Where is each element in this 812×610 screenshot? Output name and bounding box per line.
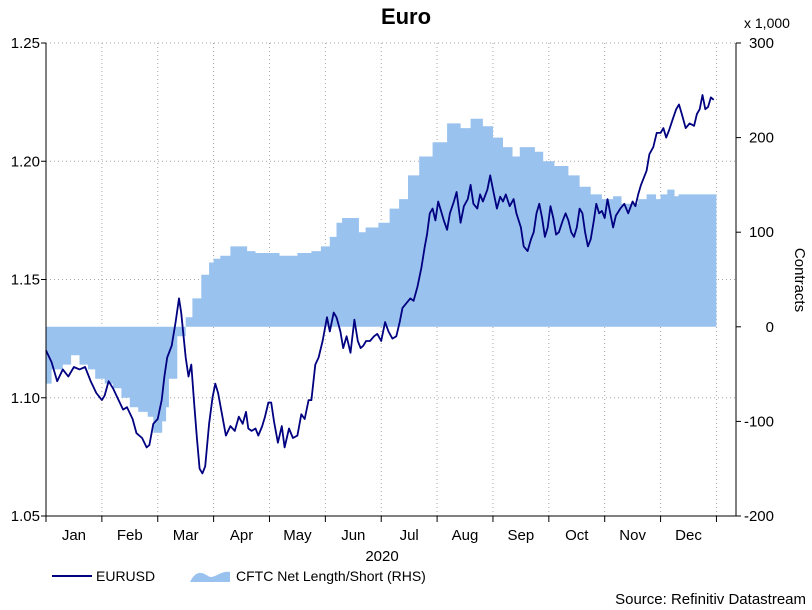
month-label: Nov [619,527,646,544]
month-label: Aug [452,527,479,544]
left-tick-label: 1.20 [11,153,40,170]
month-label: Jan [62,527,86,544]
right-axis-ticks: -200 -100 0 100 200 300 [736,35,774,525]
month-label: Apr [230,527,253,544]
eurusd-line [45,94,715,475]
right-tick-label: 300 [749,35,774,52]
month-label: Dec [675,527,702,544]
right-axis-multiplier: x 1,000 [744,15,790,31]
chart-title: Euro [381,4,431,29]
left-tick-label: 1.15 [11,272,40,289]
month-label: Jul [400,527,419,544]
left-tick-label: 1.10 [11,390,40,407]
right-tick-label: 200 [749,130,774,147]
right-tick-label: -100 [744,413,774,430]
legend: EURUSD CFTC Net Length/Short (RHS) [52,568,426,584]
right-tick-label: 0 [766,319,774,336]
year-label: 2020 [365,548,398,565]
left-tick-label: 1.25 [11,35,40,52]
cftc-net-area [46,118,717,433]
legend-label-eurusd: EURUSD [96,568,155,584]
legend-label-cftc: CFTC Net Length/Short (RHS) [236,568,426,584]
right-axis-label: Contracts [791,248,808,312]
month-label: Sep [508,527,535,544]
source-note: Source: Refinitiv Datastream [615,591,806,608]
left-axis-ticks: 1.05 1.10 1.15 1.20 1.25 [11,35,46,525]
eurusd-line-layer [45,94,715,475]
month-label: Mar [173,527,199,544]
month-label: Oct [565,527,589,544]
right-tick-label: 100 [749,224,774,241]
right-tick-label: -200 [744,508,774,525]
month-label: May [283,527,312,544]
month-label: Feb [117,527,143,544]
left-tick-label: 1.05 [11,508,40,525]
month-axis-ticks: Jan Feb Mar Apr May Jun Jul Aug Sep Oct Nov Dec [45,516,717,544]
month-label: Jun [341,527,365,544]
cftc-area-layer [46,118,717,433]
legend-area-swatch [190,571,230,582]
